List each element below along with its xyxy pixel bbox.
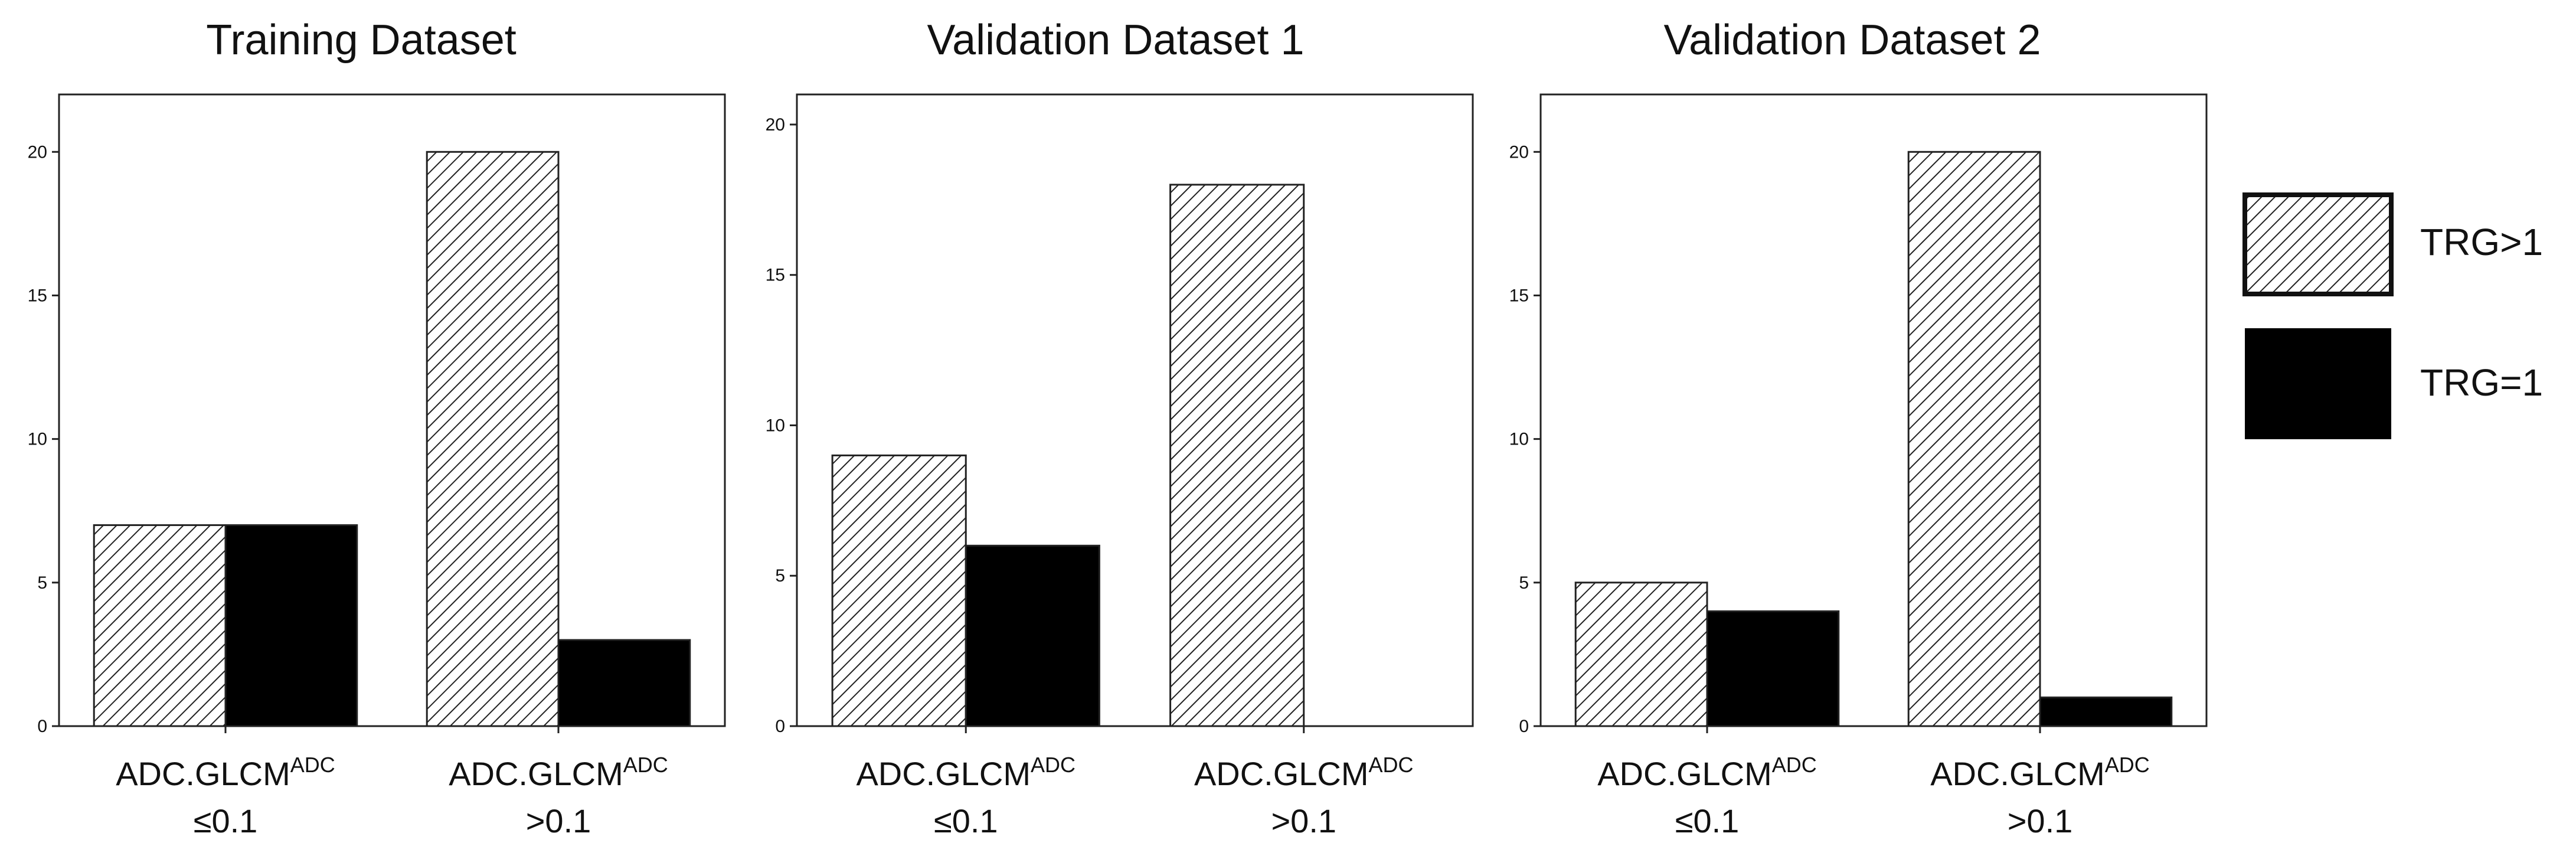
- x-category-superscript: ADC: [2105, 753, 2150, 777]
- x-category-superscript: ADC: [1772, 753, 1817, 777]
- chart-title: Validation Dataset 2: [1663, 17, 2041, 64]
- y-tick-label: 5: [37, 573, 47, 593]
- chart-title: Validation Dataset 1: [927, 17, 1304, 64]
- x-category-label: ADC.GLCMADC: [1930, 753, 2150, 792]
- y-tick-label: 10: [766, 416, 785, 435]
- x-category-name: ADC.GLCM: [1930, 755, 2105, 792]
- y-tick-label: 20: [28, 142, 47, 162]
- bar-trg-gt-1: [1574, 581, 1708, 727]
- bar-trg-eq-1: [2039, 696, 2173, 727]
- y-axis: 0 5 10 15 20: [28, 142, 59, 736]
- legend: TRG>1 TRG=1: [2242, 192, 2543, 439]
- x-category-superscript: ADC: [623, 753, 668, 777]
- y-axis: 0 5 10 15 20: [1509, 142, 1541, 736]
- bars: [93, 151, 691, 733]
- bar-trg-eq-1: [965, 544, 1100, 727]
- x-category-condition: >0.1: [2008, 802, 2073, 839]
- bar-trg-gt-1: [426, 151, 560, 727]
- y-tick-label: 0: [1519, 717, 1529, 736]
- y-tick-label: 15: [1509, 286, 1529, 305]
- legend-swatch-solid: [2245, 328, 2391, 439]
- y-tick-label: 0: [775, 717, 785, 736]
- x-category-label: ADC.GLCMADC: [856, 753, 1075, 792]
- y-tick-label: 5: [775, 566, 785, 586]
- x-category-condition: ≤0.1: [934, 802, 998, 839]
- x-category-superscript: ADC: [1031, 753, 1075, 777]
- y-tick-label: 10: [28, 430, 47, 449]
- bar-trg-gt-1: [1169, 184, 1305, 727]
- y-tick-label: 20: [766, 115, 785, 135]
- legend-label-trg-eq-1: TRG=1: [2420, 361, 2543, 404]
- x-category-superscript: ADC: [1369, 753, 1414, 777]
- x-category-condition: ≤0.1: [1675, 802, 1740, 839]
- chart-title: Training Dataset: [206, 17, 516, 64]
- x-category-label: ADC.GLCMADC: [1194, 753, 1414, 792]
- bar-trg-eq-1: [1706, 610, 1840, 727]
- y-axis: 0 5 10 15 20: [766, 115, 797, 736]
- y-tick-label: 5: [1519, 573, 1529, 593]
- x-category-name: ADC.GLCM: [856, 755, 1031, 792]
- bars: [831, 184, 1305, 733]
- legend-label-trg-gt-1: TRG>1: [2420, 221, 2543, 263]
- y-tick-label: 15: [766, 266, 785, 285]
- x-category-label: ADC.GLCMADC: [1597, 753, 1817, 792]
- x-category-condition: >0.1: [1271, 802, 1336, 839]
- x-category-label: ADC.GLCMADC: [116, 753, 335, 792]
- bar-trg-gt-1: [831, 454, 967, 727]
- bar-trg-gt-1: [1907, 151, 2041, 727]
- x-category-name: ADC.GLCM: [116, 755, 290, 792]
- x-category-name: ADC.GLCM: [1597, 755, 1772, 792]
- y-tick-label: 0: [37, 717, 47, 736]
- x-category-label: ADC.GLCMADC: [449, 753, 668, 792]
- y-tick-label: 20: [1509, 142, 1529, 162]
- x-category-name: ADC.GLCM: [1194, 755, 1369, 792]
- y-tick-label: 15: [28, 286, 47, 305]
- x-category-superscript: ADC: [290, 753, 335, 777]
- x-category-condition: ≤0.1: [194, 802, 258, 839]
- bar-trg-eq-1: [557, 639, 691, 727]
- bar-trg-gt-1: [93, 524, 227, 727]
- bars: [1574, 151, 2173, 733]
- bar-trg-eq-1: [224, 524, 358, 727]
- x-category-condition: >0.1: [526, 802, 591, 839]
- legend-swatch-hatched: [2242, 192, 2394, 296]
- x-category-name: ADC.GLCM: [449, 755, 623, 792]
- y-tick-label: 10: [1509, 430, 1529, 449]
